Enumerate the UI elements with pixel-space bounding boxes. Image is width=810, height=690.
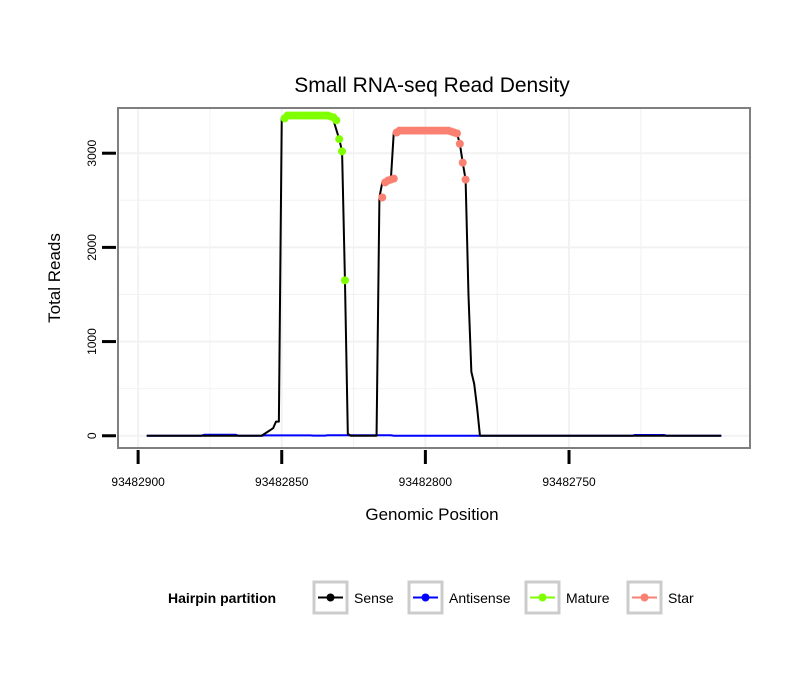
legend-label-antisense: Antisense bbox=[449, 590, 511, 606]
data-point-mature bbox=[335, 135, 344, 144]
data-point-star bbox=[461, 175, 470, 184]
legend-title: Hairpin partition bbox=[168, 590, 276, 606]
x-axis: 93482900 93482850 93482800 93482750 bbox=[111, 450, 596, 489]
legend-label-sense: Sense bbox=[354, 590, 394, 606]
legend-key-point-mature bbox=[538, 593, 547, 602]
legend-label-star: Star bbox=[668, 590, 694, 606]
chart-title: Small RNA-seq Read Density bbox=[294, 74, 570, 97]
data-point-star bbox=[452, 129, 461, 138]
legend-key-point-sense bbox=[326, 593, 335, 602]
series-layer bbox=[146, 111, 722, 437]
data-point-star bbox=[389, 174, 398, 183]
y-tick-label: 2000 bbox=[85, 234, 99, 261]
data-point-mature bbox=[338, 147, 347, 156]
data-point-star bbox=[458, 158, 467, 167]
x-tick-label: 93482850 bbox=[255, 475, 309, 489]
legend-key-point-antisense bbox=[421, 593, 430, 602]
legend: Hairpin partition Sense Antisense Mature St… bbox=[168, 580, 694, 615]
data-point-mature bbox=[332, 116, 341, 125]
x-tick-label: 93482800 bbox=[399, 475, 453, 489]
x-tick-label: 93482750 bbox=[542, 475, 596, 489]
data-point-star bbox=[378, 193, 387, 202]
y-axis: 0 1000 2000 3000 bbox=[85, 140, 116, 439]
data-point-mature bbox=[340, 276, 349, 285]
y-tick-label: 3000 bbox=[85, 140, 99, 167]
y-tick-label: 1000 bbox=[85, 328, 99, 355]
data-point-star bbox=[455, 139, 464, 148]
x-tick-label: 93482900 bbox=[111, 475, 165, 489]
y-tick-label: 0 bbox=[85, 432, 99, 439]
legend-label-mature: Mature bbox=[566, 590, 610, 606]
legend-key-point-star bbox=[640, 593, 649, 602]
y-axis-title: Total Reads bbox=[45, 233, 64, 323]
plot-panel bbox=[118, 108, 750, 448]
plot-border bbox=[117, 107, 751, 449]
x-axis-title: Genomic Position bbox=[365, 505, 498, 524]
